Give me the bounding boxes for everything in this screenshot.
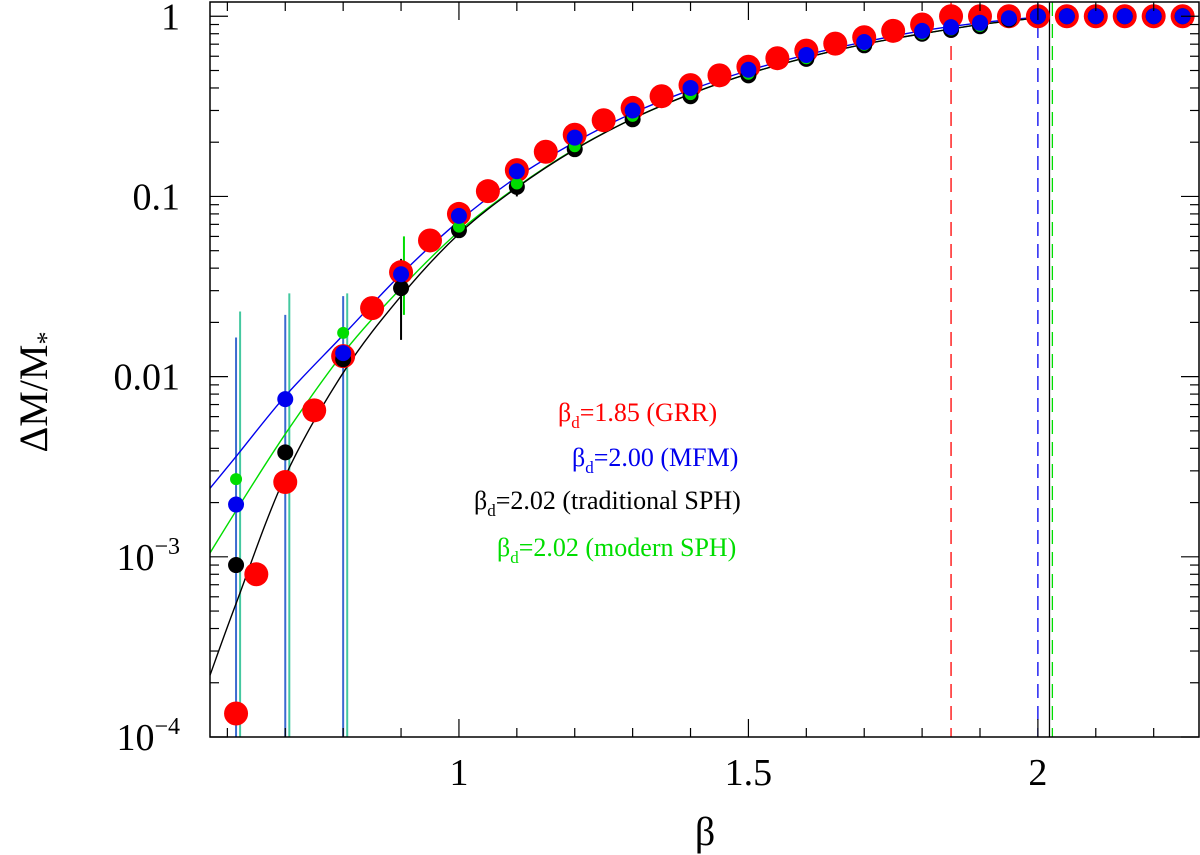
plot-frame [209,1,1200,738]
point-modern-sph-1 [337,326,350,339]
x-tick-label: 1.5 [725,752,773,794]
x-tick-label: 1 [449,752,468,794]
point-mfm-5 [508,163,525,180]
point-mfm-8 [682,79,699,96]
point-grr-5 [360,296,385,321]
point-mfm-9 [740,61,757,78]
beta-d-lines [950,2,1054,737]
point-mfm-4 [450,207,467,224]
point-mfm-17 [1058,8,1075,25]
point-mfm-11 [856,33,873,50]
y-tick-label: 0.01 [114,357,181,399]
point-mfm-13 [943,19,960,36]
data-points [224,4,1195,726]
point-grr-19 [765,46,790,71]
y-axis-title: ΔM/M* [11,332,61,453]
point-grr-13 [591,108,616,133]
point-grr-15 [649,84,674,109]
point-mfm-15 [1000,10,1017,27]
point-modern-sph-0 [230,473,243,486]
point-grr-3 [302,398,327,423]
point-modern-sph-2 [452,220,465,233]
axes: 1 1.5 2 10−4 10−3 0.01 0.1 1 [114,0,1200,794]
point-grr-1 [244,562,269,587]
y-tick-label: 1 [161,0,180,38]
point-traditional-sph-1 [277,444,294,461]
y-tick-label: 10−3 [116,534,180,579]
point-mfm-19 [1116,8,1133,25]
point-grr-7 [418,228,442,253]
y-tick-label: 10−4 [116,714,180,759]
x-axis-title: β [695,809,715,854]
point-mfm-20 [1145,8,1162,25]
point-mfm-3 [393,266,410,283]
point-grr-9 [475,179,500,204]
point-mfm-18 [1087,8,1104,25]
legend-entry-mfm: βd=2.00 (MFM) [572,443,738,477]
point-mfm-12 [914,22,931,39]
legend-entry-modern-sph: βd=2.02 (modern SPH) [497,533,736,567]
y-tick-label: 0.1 [133,176,181,218]
axis-labels: β ΔM/M* [11,332,715,854]
point-mfm-7 [624,102,641,119]
legend-entry-traditional-sph: βd=2.02 (traditional SPH) [474,486,741,520]
point-traditional-sph-0 [228,557,245,574]
point-grr-17 [707,63,732,88]
point-modern-sph-3 [510,177,523,190]
x-tick-label: 2 [1028,752,1047,794]
point-traditional-sph-3 [393,280,410,297]
point-grr-23 [881,18,906,43]
legend: βd=1.85 (GRR) βd=2.00 (MFM) βd=2.02 (tradi… [474,398,741,567]
point-grr-11 [533,139,558,164]
point-grr-21 [823,31,848,56]
point-grr-2 [273,470,298,495]
point-mfm-6 [566,129,583,146]
point-mfm-2 [335,345,352,362]
point-mfm-10 [798,46,815,63]
point-grr-0 [224,701,249,726]
legend-entry-grr: βd=1.85 (GRR) [558,398,717,432]
point-mfm-14 [972,14,988,31]
point-mfm-1 [277,391,294,408]
point-mfm-0 [228,496,245,513]
